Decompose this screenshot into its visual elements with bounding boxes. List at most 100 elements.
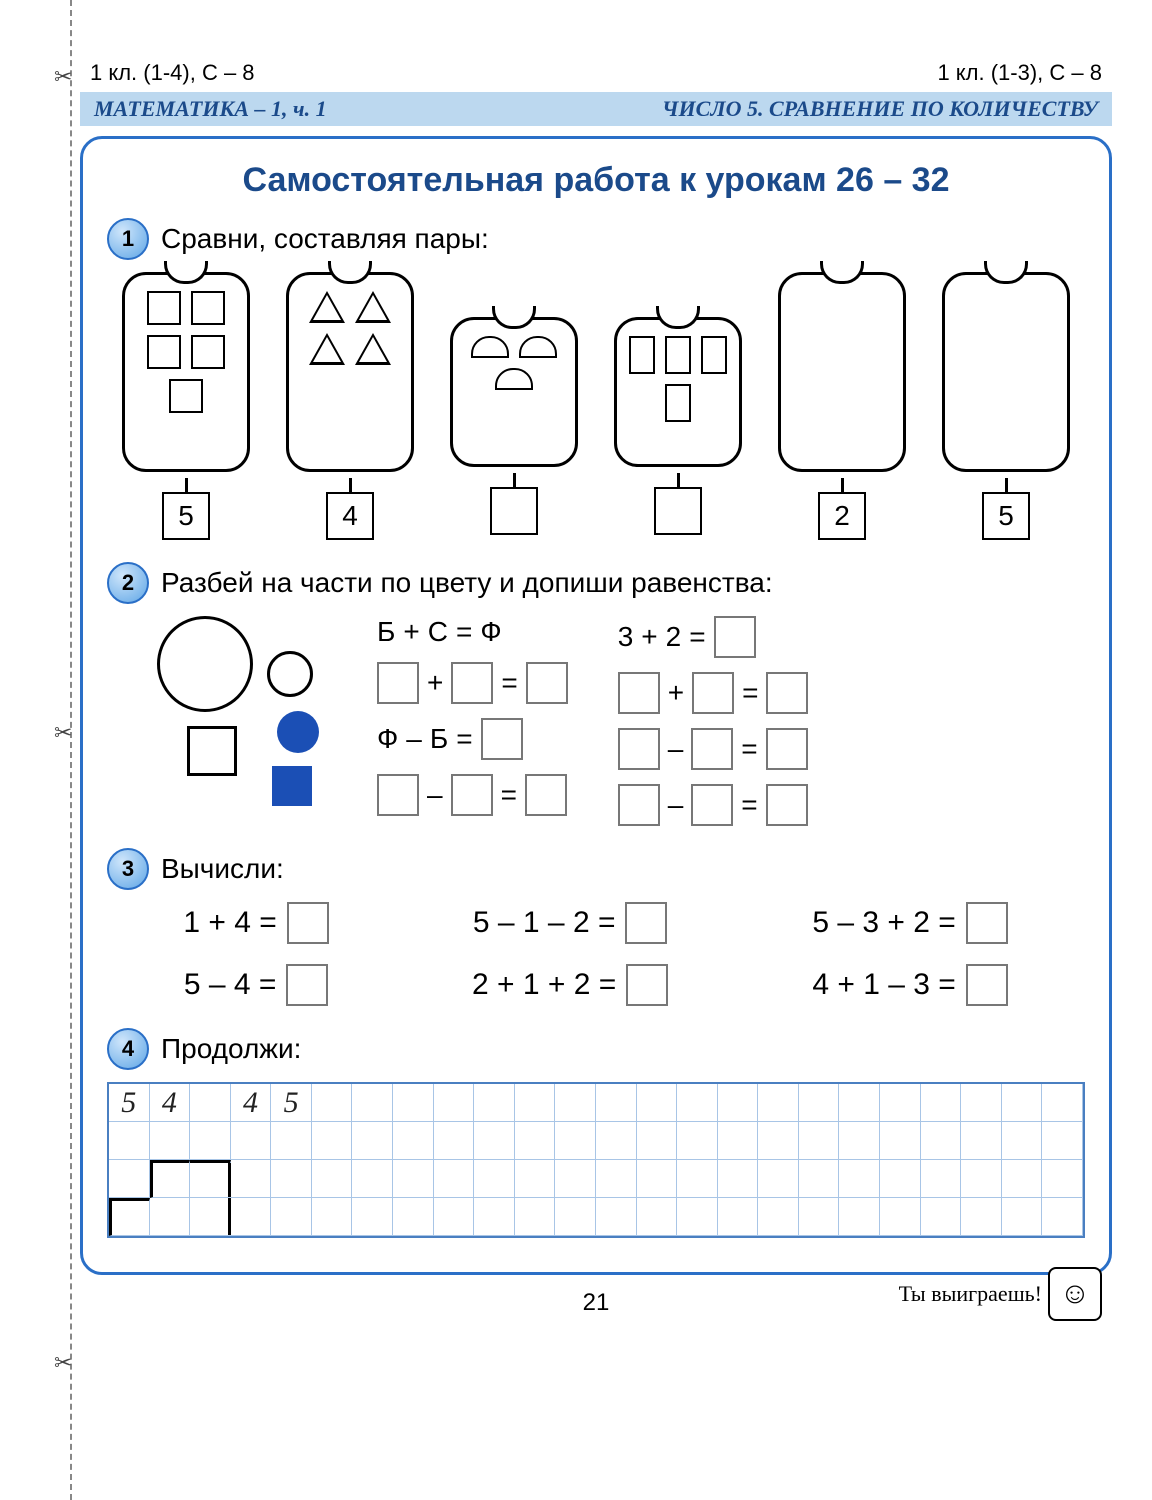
grid-cell bbox=[677, 1122, 718, 1160]
answer-box[interactable] bbox=[966, 964, 1008, 1006]
grid-cell bbox=[393, 1160, 434, 1198]
bag-column: 4 bbox=[286, 272, 414, 540]
answer-box[interactable] bbox=[618, 784, 660, 826]
expression-text: 5 – 3 + 2 = bbox=[812, 906, 955, 940]
equation-row: Ф–Б= bbox=[377, 718, 568, 760]
calc-expression: 1 + 4 = bbox=[127, 902, 385, 944]
grid-cell bbox=[718, 1198, 759, 1236]
grid-cell bbox=[596, 1198, 637, 1236]
answer-box[interactable] bbox=[691, 728, 733, 770]
main-title: Самостоятельная работа к урокам 26 – 32 bbox=[107, 161, 1085, 200]
equation-token: – bbox=[668, 789, 684, 821]
grid-cell bbox=[677, 1084, 718, 1122]
equation-token: С bbox=[428, 616, 448, 648]
answer-box[interactable] bbox=[626, 964, 668, 1006]
equation-row: 3+2= bbox=[618, 616, 809, 658]
grid-cell bbox=[109, 1160, 150, 1198]
answer-box[interactable] bbox=[766, 672, 808, 714]
face-icon: ☺ bbox=[1048, 1267, 1102, 1321]
equation-token: = bbox=[501, 779, 517, 811]
equation-token: + bbox=[668, 677, 684, 709]
grid-cell bbox=[555, 1160, 596, 1198]
equation-token: 2 bbox=[666, 621, 682, 653]
grid-cell bbox=[1042, 1122, 1083, 1160]
grid-cell bbox=[596, 1084, 637, 1122]
grid-cell: 5 bbox=[271, 1084, 312, 1122]
grid-cell bbox=[150, 1122, 191, 1160]
grid-cell bbox=[474, 1122, 515, 1160]
grid-cell: 4 bbox=[231, 1084, 272, 1122]
answer-box[interactable] bbox=[618, 672, 660, 714]
grid-cell bbox=[880, 1084, 921, 1122]
eq-col-1: Б+С=Ф+=Ф–Б=–= bbox=[377, 616, 568, 826]
grid-cell bbox=[839, 1122, 880, 1160]
reward-label: Ты выиграешь! bbox=[899, 1281, 1042, 1307]
answer-box[interactable] bbox=[377, 774, 419, 816]
section-banner: МАТЕМАТИКА – 1, ч. 1 ЧИСЛО 5. СРАВНЕНИЕ … bbox=[80, 92, 1112, 126]
task-4: 4 Продолжи: 5445 bbox=[107, 1028, 1085, 1238]
grid-cell bbox=[961, 1160, 1002, 1198]
answer-box[interactable] bbox=[525, 774, 567, 816]
calc-expression: 4 + 1 – 3 = bbox=[755, 964, 1065, 1006]
count-box[interactable]: 5 bbox=[982, 492, 1030, 540]
answer-box[interactable] bbox=[526, 662, 568, 704]
grid-cell bbox=[961, 1198, 1002, 1236]
grid-cell bbox=[637, 1198, 678, 1236]
equation-row: += bbox=[618, 672, 809, 714]
count-box[interactable]: 4 bbox=[326, 492, 374, 540]
grid-cell bbox=[231, 1160, 272, 1198]
answer-box[interactable] bbox=[287, 902, 329, 944]
expression-text: 2 + 1 + 2 = bbox=[472, 968, 616, 1002]
ref-right: 1 кл. (1-3), С – 8 bbox=[937, 60, 1102, 86]
answer-box[interactable] bbox=[714, 616, 756, 658]
grid-cell bbox=[839, 1084, 880, 1122]
answer-box[interactable] bbox=[692, 672, 734, 714]
answer-box[interactable] bbox=[377, 662, 419, 704]
grid-cell bbox=[1002, 1084, 1043, 1122]
count-box[interactable]: 5 bbox=[162, 492, 210, 540]
answer-box[interactable] bbox=[766, 784, 808, 826]
answer-box[interactable] bbox=[625, 902, 667, 944]
bag bbox=[122, 272, 250, 472]
answer-box[interactable] bbox=[451, 774, 493, 816]
page-number: 21 bbox=[583, 1289, 610, 1316]
grid-cell bbox=[718, 1122, 759, 1160]
blue-square bbox=[272, 766, 312, 806]
expression-text: 1 + 4 = bbox=[183, 906, 276, 940]
count-box[interactable] bbox=[490, 487, 538, 535]
eq-col-2: 3+2=+=–=–= bbox=[618, 616, 809, 826]
grid-cell bbox=[880, 1160, 921, 1198]
grid-cell bbox=[352, 1198, 393, 1236]
answer-box[interactable] bbox=[618, 728, 660, 770]
small-white-circle bbox=[267, 651, 313, 697]
grid-cell bbox=[352, 1084, 393, 1122]
grid-cell bbox=[190, 1198, 231, 1236]
answer-box[interactable] bbox=[286, 964, 328, 1006]
answer-box[interactable] bbox=[451, 662, 493, 704]
grid-cell: 4 bbox=[150, 1084, 191, 1122]
count-box[interactable] bbox=[654, 487, 702, 535]
grid-cell bbox=[109, 1198, 150, 1236]
count-box[interactable]: 2 bbox=[818, 492, 866, 540]
white-square bbox=[187, 726, 237, 776]
calc-grid: 1 + 4 =5 – 1 – 2 =5 – 3 + 2 =5 – 4 =2 + … bbox=[107, 902, 1085, 1006]
grid-cell bbox=[880, 1122, 921, 1160]
grid-cell bbox=[515, 1084, 556, 1122]
grid-cell bbox=[758, 1122, 799, 1160]
task-prompt: Сравни, составляя пары: bbox=[161, 223, 489, 255]
equation-token: = bbox=[741, 733, 757, 765]
grid-cell bbox=[352, 1122, 393, 1160]
footer: 21 Ты выиграешь! ☺ bbox=[80, 1289, 1112, 1317]
answer-box[interactable] bbox=[691, 784, 733, 826]
grid-cell bbox=[434, 1198, 475, 1236]
grid-cell bbox=[1002, 1160, 1043, 1198]
scissors-icon: ✂ bbox=[54, 1350, 72, 1376]
grid-cell bbox=[758, 1084, 799, 1122]
answer-box[interactable] bbox=[966, 902, 1008, 944]
answer-box[interactable] bbox=[481, 718, 523, 760]
answer-box[interactable] bbox=[766, 728, 808, 770]
grid-cell bbox=[271, 1122, 312, 1160]
bag bbox=[778, 272, 906, 472]
equation-token: Ф bbox=[480, 616, 501, 648]
bag-column bbox=[614, 317, 742, 540]
